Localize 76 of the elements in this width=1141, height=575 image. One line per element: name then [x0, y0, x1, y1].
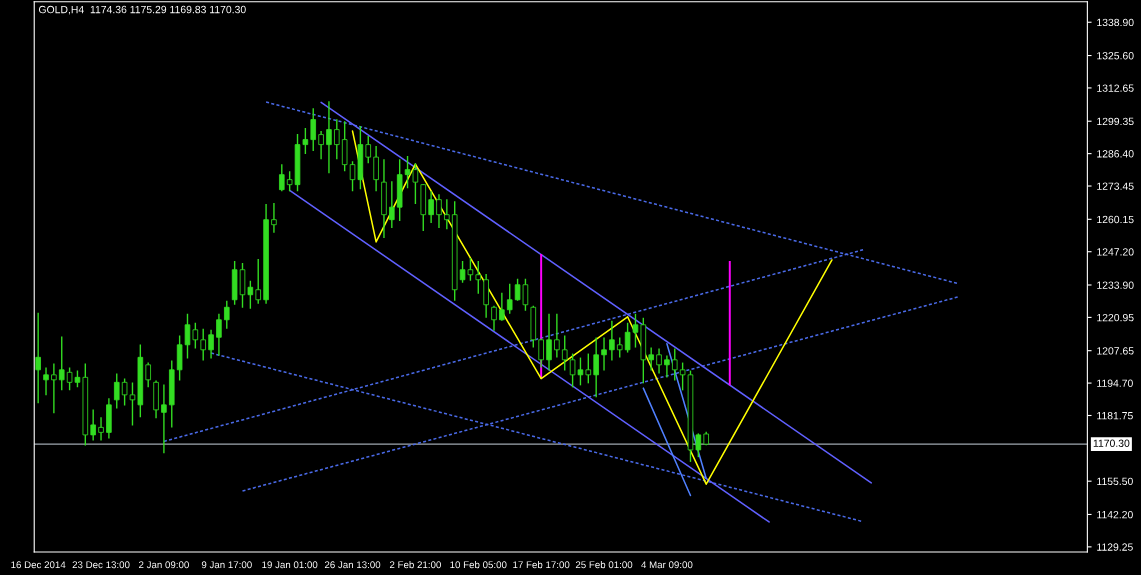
candlestick	[499, 292, 505, 322]
y-tick-label: 1273.45	[1097, 182, 1134, 190]
candlestick	[373, 145, 379, 192]
x-tick-label: 16 Dec 2014	[11, 561, 66, 569]
x-tick-label: 2 Jan 09:00	[138, 561, 189, 569]
y-tick-label: 1247.20	[1097, 248, 1134, 256]
candlestick	[58, 335, 65, 392]
chart-title: GOLD,H4 1174.36 1175.29 1169.83 1170.30	[38, 5, 246, 15]
y-tick-label: 1233.90	[1097, 281, 1134, 289]
x-tick-label: 26 Jan 13:00	[324, 561, 381, 569]
candlestick	[255, 258, 261, 305]
line-series	[351, 130, 833, 485]
x-tick-label: 10 Feb 05:00	[450, 561, 507, 569]
candlestick	[585, 352, 592, 385]
x-tick-label: 2 Feb 21:00	[389, 561, 441, 569]
x-tick-label: 9 Jan 17:00	[201, 561, 252, 569]
candlestick	[648, 346, 654, 372]
candlestick	[664, 354, 670, 379]
y-tick-label: 1299.35	[1097, 117, 1134, 126]
y-tick-label: 1220.95	[1097, 313, 1134, 322]
candlestick	[271, 202, 277, 234]
candlestick	[506, 283, 513, 315]
candlestick	[475, 260, 482, 295]
candlestick	[200, 328, 206, 362]
candlestick	[695, 432, 702, 458]
candlestick	[491, 305, 497, 332]
candlestick	[145, 361, 151, 389]
candlestick	[326, 100, 332, 174]
candlestick	[334, 118, 340, 160]
candlestick	[113, 372, 120, 410]
candlestick	[428, 190, 434, 224]
y-tick-label: 1325.60	[1097, 52, 1134, 60]
candlestick	[561, 334, 568, 372]
candlestick	[444, 198, 450, 230]
candlestick	[90, 408, 96, 442]
candlestick	[389, 180, 395, 229]
y-tick-label: 1181.75	[1097, 412, 1133, 420]
x-tick-label: 17 Feb 17:00	[513, 561, 570, 569]
candlestick	[538, 337, 544, 369]
candlestick	[35, 312, 41, 405]
candlestick	[593, 336, 599, 399]
y-tick-label: 1207.65	[1097, 347, 1134, 355]
candlestick	[365, 135, 372, 164]
candlestick	[161, 383, 167, 454]
ref-line-label: 1170.30	[1093, 439, 1130, 447]
x-tick-label: 25 Feb 01:00	[575, 561, 633, 569]
candlestick	[318, 130, 324, 160]
x-tick-label: 23 Dec 13:00	[72, 561, 130, 569]
y-tick-label: 1260.15	[1097, 215, 1134, 224]
candlestick	[609, 320, 615, 362]
candlestick	[436, 193, 442, 229]
candlestick	[310, 107, 317, 152]
candlestick	[616, 336, 623, 359]
candlestick	[546, 313, 552, 372]
candlestick	[224, 300, 230, 330]
y-tick-label: 1286.40	[1097, 150, 1134, 158]
candlestick	[51, 362, 57, 415]
candlestick	[601, 336, 607, 372]
y-tick-label: 1312.65	[1097, 84, 1134, 92]
y-tick-label: 1129.25	[1097, 543, 1133, 551]
candlestick	[656, 347, 662, 375]
candlestick	[43, 366, 49, 397]
y-tick-label: 1142.20	[1097, 510, 1133, 519]
candlestick	[216, 313, 222, 357]
y-tick-label: 1338.90	[1097, 18, 1134, 27]
y-tick-label: 1194.70	[1097, 379, 1133, 387]
candlestick	[279, 163, 285, 192]
x-tick-label: 4 Mar 09:00	[641, 561, 693, 569]
candlestick	[671, 347, 678, 382]
y-tick-label: 1155.50	[1097, 477, 1133, 486]
x-tick-label: 19 Jan 01:00	[262, 561, 318, 569]
candlestick	[98, 416, 104, 442]
candlestick	[286, 170, 293, 192]
candlestick	[192, 322, 199, 350]
candlestick	[554, 313, 560, 359]
candlestick	[208, 329, 214, 360]
